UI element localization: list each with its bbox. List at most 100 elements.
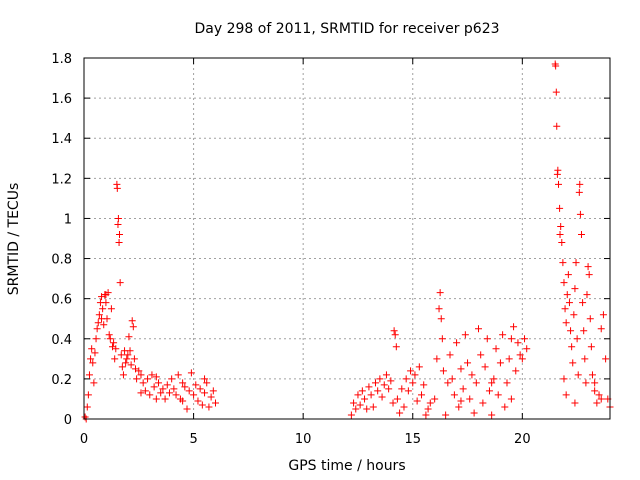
- data-point: [575, 188, 583, 196]
- data-point: [363, 405, 371, 413]
- data-point: [591, 379, 599, 387]
- data-point: [582, 379, 590, 387]
- data-point: [83, 403, 91, 411]
- data-point: [203, 379, 211, 387]
- data-point: [209, 387, 217, 395]
- data-point: [494, 391, 502, 399]
- y-tick-label: 0.4: [51, 333, 72, 348]
- data-point: [483, 335, 491, 343]
- data-point: [571, 285, 579, 293]
- data-point: [591, 387, 599, 395]
- data-point: [137, 389, 145, 397]
- data-point: [444, 379, 452, 387]
- data-point: [111, 355, 119, 363]
- data-point: [521, 335, 529, 343]
- data-point: [398, 385, 406, 393]
- data-point: [435, 305, 443, 313]
- data-point: [367, 391, 375, 399]
- data-point: [450, 391, 458, 399]
- data-point: [137, 371, 145, 379]
- data-point: [439, 367, 447, 375]
- y-tick-label: 1.4: [51, 132, 72, 147]
- data-point: [122, 359, 130, 367]
- data-point: [126, 347, 134, 355]
- data-point: [409, 379, 417, 387]
- data-point: [562, 319, 570, 327]
- data-point: [560, 279, 568, 287]
- data-point: [196, 385, 204, 393]
- data-point: [112, 345, 120, 353]
- data-point: [155, 379, 163, 387]
- y-tick-label: 1.8: [51, 52, 72, 67]
- data-point: [464, 359, 472, 367]
- data-point: [453, 339, 461, 347]
- data-point: [523, 345, 531, 353]
- data-point: [420, 381, 428, 389]
- data-point: [91, 349, 99, 357]
- x-axis-title: GPS time / hours: [288, 458, 405, 474]
- data-point: [93, 325, 101, 333]
- data-point: [135, 367, 143, 375]
- data-point: [576, 180, 584, 188]
- data-point: [411, 371, 419, 379]
- data-point: [194, 397, 202, 405]
- data-point: [161, 395, 169, 403]
- data-point: [114, 214, 122, 222]
- data-point: [179, 379, 187, 387]
- data-point: [574, 371, 582, 379]
- y-axis-title: SRMTID / TECUs: [6, 183, 22, 296]
- data-point: [581, 355, 589, 363]
- data-point: [573, 335, 581, 343]
- data-point: [559, 259, 567, 267]
- data-point: [94, 319, 102, 327]
- data-point: [129, 323, 137, 331]
- data-point: [130, 355, 138, 363]
- data-point: [116, 230, 124, 238]
- data-point: [602, 355, 610, 363]
- data-point: [599, 311, 607, 319]
- data-point: [583, 291, 591, 299]
- data-point: [563, 291, 571, 299]
- y-tick-label: 0.8: [51, 253, 72, 268]
- x-tick-labels: 0 5 10 15 20: [80, 432, 531, 447]
- data-point: [376, 375, 384, 383]
- data-point: [389, 399, 397, 407]
- data-point: [585, 271, 593, 279]
- data-point: [578, 230, 586, 238]
- data-point: [501, 403, 509, 411]
- data-point: [507, 335, 515, 343]
- data-point: [564, 271, 572, 279]
- data-point: [488, 411, 496, 419]
- data-point: [586, 315, 594, 323]
- y-tick-label: 0.6: [51, 293, 72, 308]
- data-point: [102, 299, 110, 307]
- data-point: [597, 395, 605, 403]
- data-point: [396, 409, 404, 417]
- data-point: [492, 345, 500, 353]
- data-point: [400, 403, 408, 411]
- data-point: [347, 411, 355, 419]
- data-point: [87, 355, 95, 363]
- data-point: [552, 88, 560, 96]
- data-point: [201, 375, 209, 383]
- data-point: [115, 239, 123, 247]
- data-point: [496, 359, 504, 367]
- data-point: [448, 375, 456, 383]
- data-point: [369, 403, 377, 411]
- data-point: [116, 279, 124, 287]
- data-point: [114, 220, 122, 228]
- data-point: [179, 397, 187, 405]
- data-point: [490, 375, 498, 383]
- data-point: [553, 122, 561, 130]
- data-point: [477, 351, 485, 359]
- data-point: [84, 391, 92, 399]
- data-point: [446, 351, 454, 359]
- data-point: [468, 371, 476, 379]
- data-point: [106, 335, 114, 343]
- data-point: [552, 62, 560, 70]
- data-point: [404, 387, 412, 395]
- data-point: [390, 327, 398, 335]
- data-point: [505, 355, 513, 363]
